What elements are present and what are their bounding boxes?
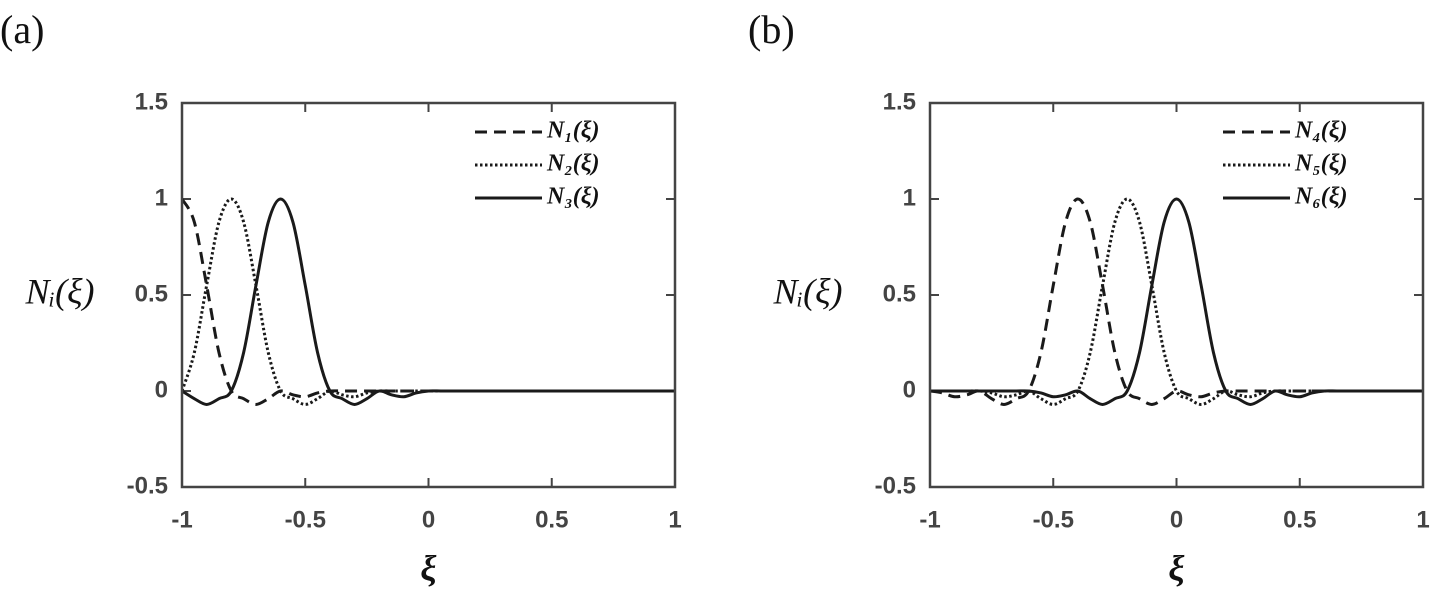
- legend-label: N₁(ξ): [546, 118, 599, 144]
- x-tick-label: -0.5: [1033, 506, 1074, 533]
- legend-label: N₅(ξ): [1294, 151, 1347, 177]
- legend-label: N₆(ξ): [1294, 184, 1347, 210]
- series-line: [930, 197, 1423, 406]
- y-tick-label: -0.5: [875, 472, 916, 499]
- legend-label: N₄(ξ): [1294, 118, 1347, 144]
- x-tick-label: -1: [171, 506, 192, 533]
- y-axis-label: Nᵢ(ξ): [772, 271, 842, 311]
- x-tick-label: 0: [422, 506, 435, 533]
- series-line: [182, 197, 675, 406]
- x-tick-label: 0: [1170, 506, 1183, 533]
- x-axis-label: ξ: [1168, 548, 1184, 588]
- y-tick-label: 1: [903, 184, 916, 211]
- axes-box: [180, 101, 677, 489]
- y-tick-label: 1: [155, 184, 168, 211]
- legend-label: N₃(ξ): [546, 184, 599, 210]
- y-axis-label: Nᵢ(ξ): [24, 271, 94, 311]
- series-line: [930, 197, 1423, 406]
- x-tick-label: 1: [668, 506, 681, 533]
- y-tick-label: 1.5: [135, 88, 168, 115]
- y-tick-label: 0: [903, 376, 916, 403]
- y-tick-label: 1.5: [883, 88, 916, 115]
- legend-label: N₂(ξ): [546, 151, 599, 177]
- x-tick-label: 0.5: [1283, 506, 1316, 533]
- series-line: [930, 197, 1423, 406]
- x-tick-label: -1: [919, 506, 940, 533]
- panel-label: (a): [0, 7, 44, 52]
- y-tick-label: 0.5: [135, 280, 168, 307]
- series-line: [182, 197, 675, 406]
- y-tick-label: -0.5: [127, 472, 168, 499]
- series-line: [182, 198, 675, 406]
- panel-label: (b): [748, 7, 795, 52]
- y-tick-label: 0: [155, 376, 168, 403]
- x-tick-label: -0.5: [285, 506, 326, 533]
- x-tick-label: 1: [1416, 506, 1429, 533]
- x-tick-label: 0.5: [535, 506, 568, 533]
- y-tick-label: 0.5: [883, 280, 916, 307]
- x-axis-label: ξ: [420, 548, 436, 588]
- axes-box: [928, 101, 1425, 489]
